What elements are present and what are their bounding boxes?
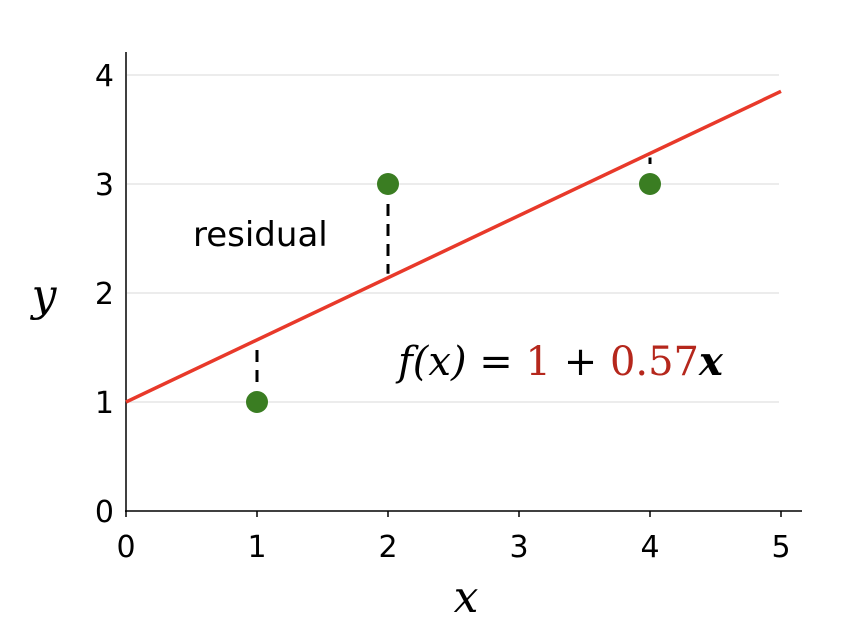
residuals xyxy=(255,157,652,382)
x-axis-label: x xyxy=(454,572,479,623)
x-tick-label: 5 xyxy=(771,530,790,565)
y-ticks: 0 1 2 3 4 xyxy=(95,59,114,530)
equation-intercept: 1 xyxy=(526,339,551,385)
equation-plus: + xyxy=(551,339,610,385)
x-tick-label: 2 xyxy=(378,530,397,565)
x-ticks: 0 1 2 3 4 5 xyxy=(116,511,791,565)
x-tick-label: 4 xyxy=(640,530,659,565)
fit-line xyxy=(125,89,782,404)
x-tick-label: 1 xyxy=(247,530,266,565)
y-tick-label: 0 xyxy=(95,495,114,530)
y-tick-label: 2 xyxy=(95,277,114,312)
y-tick-label: 3 xyxy=(95,168,114,203)
equation-var: x xyxy=(698,338,724,385)
equation-lhs: f(x) = xyxy=(395,339,526,385)
x-tick-label: 0 xyxy=(116,530,135,565)
data-point xyxy=(639,173,661,195)
residual-annotation: residual xyxy=(193,215,328,255)
equation-slope: 0.57 xyxy=(610,339,699,385)
gridlines xyxy=(127,74,779,403)
data-point xyxy=(246,391,268,413)
y-axis-label: y xyxy=(30,270,58,321)
y-tick-label: 4 xyxy=(95,59,114,94)
equation: f(x) = 1 + 0.57x xyxy=(395,338,724,385)
data-point xyxy=(377,173,399,195)
y-tick-label: 1 xyxy=(95,386,114,421)
x-tick-label: 3 xyxy=(509,530,528,565)
data-points xyxy=(246,173,661,413)
